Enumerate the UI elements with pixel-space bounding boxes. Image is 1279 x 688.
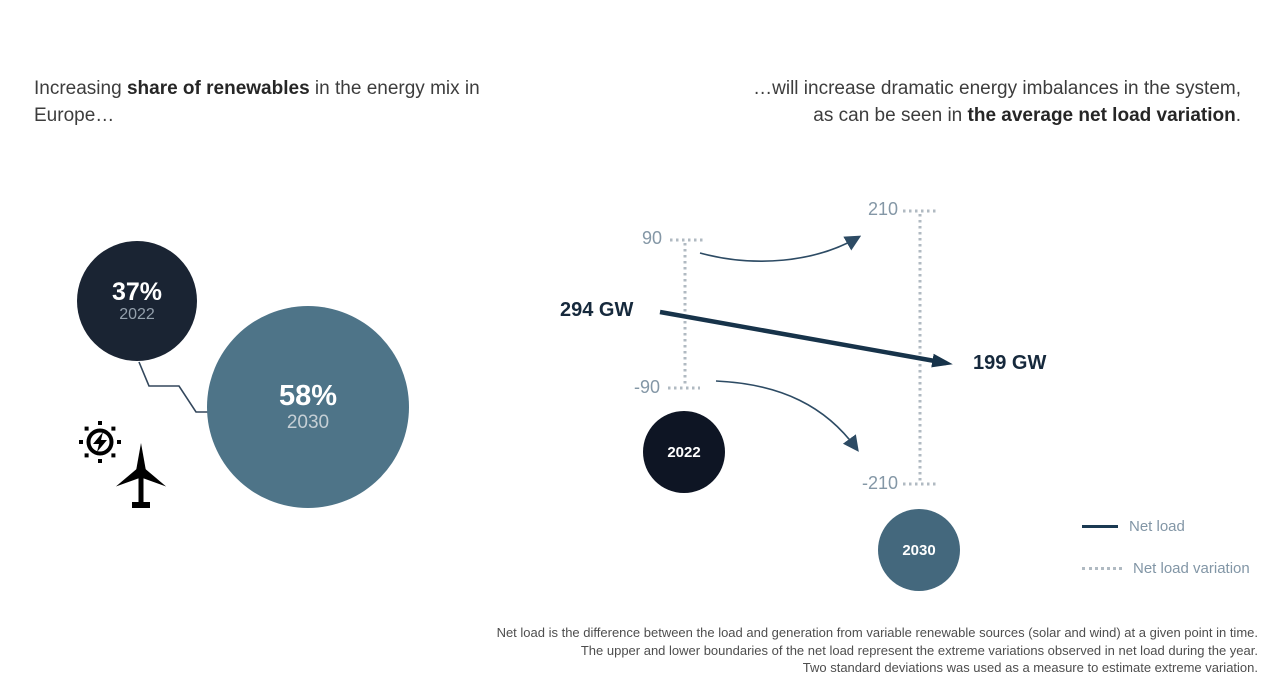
right-title-line2-bold: the average net load variation — [967, 105, 1236, 126]
left-title-suffix: in the energy mix in Europe… — [34, 78, 480, 126]
legend-net-load-label: Net load — [1129, 517, 1185, 535]
net-load-diagram-lines — [659, 209, 953, 486]
wind-turbine-icon — [115, 443, 167, 508]
legend-net-load-variation-label: Net load variation — [1133, 559, 1250, 577]
footnote-line-3: Two standard deviations was used as a me… — [802, 660, 1258, 675]
renewables-2030-value: 58% — [278, 379, 338, 412]
legend-item-net-load-variation: Net load variation — [1082, 558, 1250, 578]
right-title-line2-prefix: as can be seen in — [813, 105, 968, 126]
left-title-prefix: Increasing — [34, 78, 127, 99]
bubble-connector-line — [138, 361, 223, 413]
renewables-2030-year: 2030 — [286, 411, 330, 433]
variation-lower-2030-label: -210 — [861, 473, 898, 493]
diagram-year-bubble-2030: 2030 — [878, 509, 960, 591]
footnote: Net load is the difference between the l… — [497, 624, 1258, 677]
footnote-line-2: The upper and lower boundaries of the ne… — [580, 642, 1258, 658]
right-title-line1: …will increase dramatic energy imbalance… — [753, 78, 1241, 99]
renewables-bubble-2022: 37% 2022 — [77, 241, 197, 361]
diagram-year-2030-label: 2030 — [902, 541, 936, 559]
renewables-2022-year: 2022 — [119, 305, 155, 323]
variation-lower-2022-label: -90 — [633, 377, 660, 397]
net-load-end-label: 199 GW — [973, 352, 1047, 374]
net-load-variation-swatch — [1082, 566, 1122, 570]
legend: Net load Net load variation — [1082, 516, 1250, 600]
net-load-line-swatch — [1082, 524, 1118, 528]
solar-energy-icon — [79, 421, 121, 463]
diagram-year-2022-label: 2022 — [667, 443, 701, 461]
footnote-line-1: Net load is the difference between the l… — [496, 625, 1258, 640]
net-load-start-label: 294 GW — [560, 299, 634, 321]
diagram-year-bubble-2022: 2022 — [643, 411, 725, 493]
legend-item-net-load: Net load — [1082, 516, 1250, 536]
renewables-bubble-2030: 58% 2030 — [207, 306, 409, 508]
renewables-2022-value: 37% — [111, 277, 163, 306]
left-title: Increasing share of renewables in the en… — [34, 75, 489, 129]
left-title-bold: share of renewables — [126, 78, 310, 99]
right-title: …will increase dramatic energy imbalance… — [685, 75, 1241, 129]
variation-upper-2030-label: 210 — [867, 199, 898, 219]
variation-upper-2022-label: 90 — [641, 228, 662, 248]
right-title-line2-suffix: . — [1235, 105, 1241, 126]
